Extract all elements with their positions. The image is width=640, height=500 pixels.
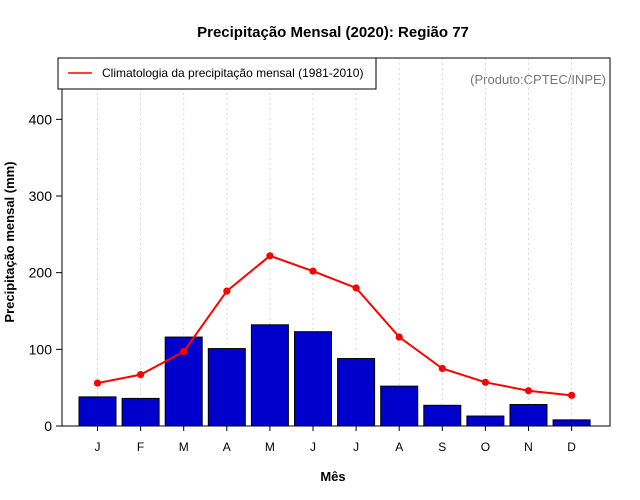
bar-11 xyxy=(552,419,591,427)
x-tick-label-9: O xyxy=(481,440,490,454)
x-tick-label-1: F xyxy=(137,440,144,454)
x-tick-label-10: N xyxy=(524,440,533,454)
y-tick-label-2: 200 xyxy=(29,265,53,281)
climatology-line-series xyxy=(93,252,576,399)
x-tick-label-5: J xyxy=(310,440,316,454)
y-tick-label-1: 100 xyxy=(29,341,53,357)
axes: 0 100 200 300 400 J F M A M J J A S O N D xyxy=(29,111,577,454)
climatology-point-3 xyxy=(223,287,231,295)
source-note: (Produto:CPTEC/INPE) xyxy=(470,72,606,87)
climatology-point-2 xyxy=(180,348,188,356)
x-tick-label-7: A xyxy=(395,440,403,454)
bar-5 xyxy=(294,331,332,427)
climatology-point-11 xyxy=(568,391,576,399)
climatology-line xyxy=(97,254,572,397)
x-tick-label-0: J xyxy=(95,440,101,454)
legend: Climatologia da precipitação mensal (198… xyxy=(57,57,377,90)
x-tick-label-8: S xyxy=(438,440,446,454)
bar-10 xyxy=(509,404,548,427)
climatology-point-5 xyxy=(309,267,317,275)
y-axis-title: Precipitação mensal (mm) xyxy=(2,161,17,322)
x-tick-label-11: D xyxy=(567,440,576,454)
climatology-point-9 xyxy=(481,378,489,386)
climatology-point-10 xyxy=(524,387,533,395)
x-tick-label-3: A xyxy=(223,440,231,454)
chart-title: Precipitação Mensal (2020): Região 77 xyxy=(197,24,469,41)
x-tick-label-2: M xyxy=(179,440,189,454)
bar-6 xyxy=(337,358,376,427)
bar-1 xyxy=(121,397,160,427)
legend-entry-climatology: Climatologia da precipitação mensal (198… xyxy=(102,66,363,80)
bar-series xyxy=(78,324,591,427)
y-tick-label-4: 400 xyxy=(29,111,53,127)
bar-9 xyxy=(466,415,505,427)
climatology-point-8 xyxy=(438,364,446,373)
climatology-point-6 xyxy=(352,284,360,292)
bar-3 xyxy=(207,348,246,427)
climatology-point-4 xyxy=(266,252,274,260)
plot-frame xyxy=(61,57,611,427)
bar-8 xyxy=(423,404,462,427)
bar-0 xyxy=(78,396,117,427)
y-tick-label-3: 300 xyxy=(29,188,53,204)
climatology-point-1 xyxy=(137,371,145,379)
climatology-point-0 xyxy=(93,379,102,387)
bar-4 xyxy=(250,324,289,427)
x-tick-label-6: J xyxy=(353,440,359,454)
climatology-point-7 xyxy=(395,333,403,341)
legend-box xyxy=(57,57,377,90)
x-tick-label-4: M xyxy=(265,440,275,454)
x-axis-title: Mês xyxy=(320,469,345,484)
y-tick-label-0: 0 xyxy=(44,418,52,434)
bar-7 xyxy=(380,385,419,427)
